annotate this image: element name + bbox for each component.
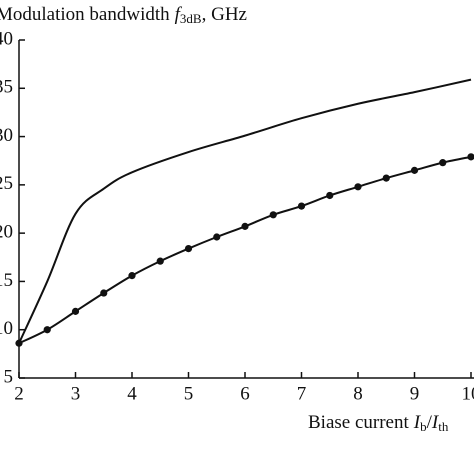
y-tick-label: 35 xyxy=(0,77,13,98)
series-line xyxy=(18,155,472,345)
y-tick-label: 15 xyxy=(0,270,13,291)
series-line xyxy=(18,78,472,344)
x-tick-label: 6 xyxy=(240,383,250,404)
x-tick-label: 9 xyxy=(410,383,420,404)
y-tick-label: 40 xyxy=(0,28,13,49)
point xyxy=(100,289,108,297)
point xyxy=(241,222,249,230)
y-tick-label: 25 xyxy=(0,173,13,194)
x-tick-label: 4 xyxy=(127,383,137,404)
y-tick-label: 10 xyxy=(0,318,13,339)
x-tick-label: 3 xyxy=(71,383,81,404)
point xyxy=(71,307,80,315)
title-var: f xyxy=(175,4,183,25)
point xyxy=(156,257,164,265)
title-suffix: , GHz xyxy=(202,4,247,25)
point xyxy=(213,233,221,241)
xlabel-num-sub: b xyxy=(420,419,427,434)
point xyxy=(326,191,334,200)
point xyxy=(467,153,474,161)
point xyxy=(297,202,306,210)
xlabel-text: Biase current xyxy=(308,412,409,433)
xlabel-num: I xyxy=(413,412,422,433)
point xyxy=(269,211,277,219)
point xyxy=(439,159,447,167)
x-tick-label: 8 xyxy=(353,383,363,404)
point xyxy=(184,244,193,253)
y-tick-label: 20 xyxy=(0,222,13,243)
title-sub: 3dB xyxy=(180,11,202,26)
x-tick-label: 10 xyxy=(462,383,474,404)
point xyxy=(43,326,51,334)
point xyxy=(354,183,362,191)
point xyxy=(15,339,23,347)
xlabel-den: I xyxy=(431,412,440,433)
xlabel-sep: / xyxy=(427,412,433,433)
y-tick-label: 5 xyxy=(4,366,14,387)
point xyxy=(128,272,136,280)
point xyxy=(382,174,390,182)
title-text: Modulation bandwidth xyxy=(0,4,170,25)
chart-title: Modulation bandwidth f3dB, GHz xyxy=(0,4,247,26)
xlabel-den-sub: th xyxy=(438,419,449,434)
y-tick-label: 30 xyxy=(0,125,13,146)
point xyxy=(410,166,419,174)
x-tick-label: 5 xyxy=(184,383,194,404)
x-axis-label: Biase current Ib/Ith xyxy=(308,412,449,434)
x-tick-label: 2 xyxy=(14,383,24,404)
x-tick-label: 7 xyxy=(297,383,307,404)
